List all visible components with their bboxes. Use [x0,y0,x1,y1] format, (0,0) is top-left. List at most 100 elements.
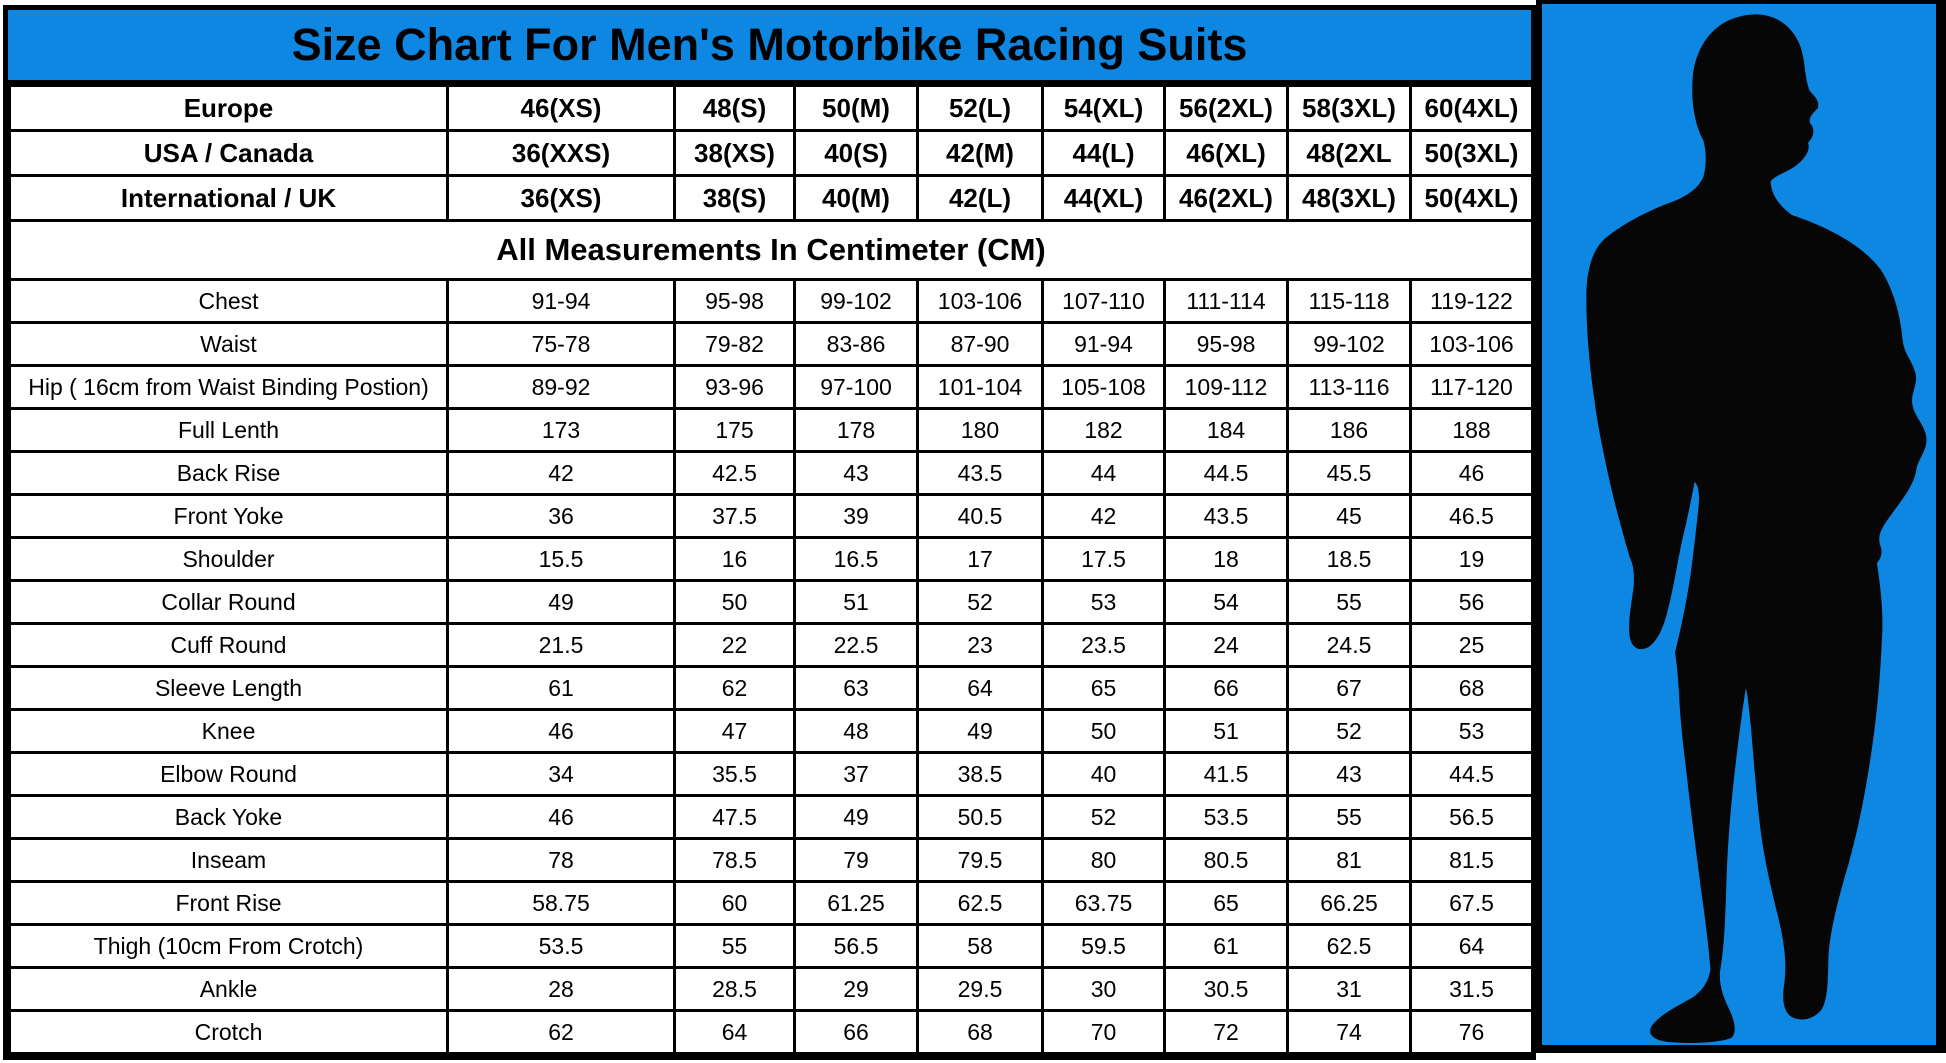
value-cell: 63 [793,665,919,711]
value-cell: 16 [673,536,796,582]
row-label: Full Lenth [8,407,449,453]
value-cell: 59.5 [1041,923,1166,969]
value-cell: 173 [446,407,676,453]
value-cell: 79-82 [673,321,796,367]
value-cell: 48(S) [673,84,796,132]
value-cell: 184 [1163,407,1289,453]
value-cell: 60 [673,880,796,926]
value-cell: 53 [1041,579,1166,625]
row-label: Cuff Round [8,622,449,668]
value-cell: 53.5 [446,923,676,969]
value-cell: 21.5 [446,622,676,668]
value-cell: 64 [673,1009,796,1055]
value-cell: 182 [1041,407,1166,453]
value-cell: 62.5 [1286,923,1412,969]
value-cell: 103-106 [1409,321,1534,367]
value-cell: 42 [1041,493,1166,539]
value-cell: 89-92 [446,364,676,410]
value-cell: 48 [793,708,919,754]
value-cell: 36(XS) [446,174,676,222]
value-cell: 43.5 [916,450,1044,496]
value-cell: 65 [1041,665,1166,711]
value-cell: 55 [1286,794,1412,840]
value-cell: 28.5 [673,966,796,1012]
table-row: Front Rise 58.75 60 61.25 62.5 63.75 65 66.25 67… [8,880,1534,926]
row-label: Front Yoke [8,493,449,539]
table-row: Hip ( 16cm from Waist Binding Postion) 89… [8,364,1534,410]
value-cell: 46 [446,708,676,754]
value-cell: 61 [446,665,676,711]
value-cell: 46 [1409,450,1534,496]
table-row: Ankle 28 28.5 29 29.5 30 30.5 31 31.5 [8,966,1534,1012]
value-cell: 83-86 [793,321,919,367]
value-cell: 81.5 [1409,837,1534,883]
value-cell: 58 [916,923,1044,969]
row-label: Europe [8,84,449,132]
row-label: Collar Round [8,579,449,625]
table-row: Thigh (10cm From Crotch) 53.5 55 56.5 58 59.5… [8,923,1534,969]
value-cell: 51 [1163,708,1289,754]
value-cell: 18.5 [1286,536,1412,582]
row-label: Knee [8,708,449,754]
value-cell: 105-108 [1041,364,1166,410]
value-cell: 68 [1409,665,1534,711]
value-cell: 31.5 [1409,966,1534,1012]
value-cell: 81 [1286,837,1412,883]
value-cell: 56(2XL) [1163,84,1289,132]
size-table-area: Size Chart For Men's Motorbike Racing Su… [3,5,1536,1060]
value-cell: 24.5 [1286,622,1412,668]
value-cell: 117-120 [1409,364,1534,410]
value-cell: 37.5 [673,493,796,539]
value-cell: 34 [446,751,676,797]
value-cell: 43 [793,450,919,496]
value-cell: 56.5 [1409,794,1534,840]
value-cell: 95-98 [673,278,796,324]
value-cell: 43 [1286,751,1412,797]
value-cell: 19 [1409,536,1534,582]
value-cell: 25 [1409,622,1534,668]
row-label: Front Rise [8,880,449,926]
value-cell: 40(M) [793,174,919,222]
value-cell: 67 [1286,665,1412,711]
value-cell: 91-94 [1041,321,1166,367]
value-cell: 31 [1286,966,1412,1012]
value-cell: 35.5 [673,751,796,797]
value-cell: 60(4XL) [1409,84,1534,132]
value-cell: 70 [1041,1009,1166,1055]
value-cell: 46(XS) [446,84,676,132]
value-cell: 66 [793,1009,919,1055]
value-cell: 48(3XL) [1286,174,1412,222]
table-row: Crotch 62 64 66 68 70 72 74 76 [8,1009,1534,1055]
value-cell: 41.5 [1163,751,1289,797]
value-cell: 56.5 [793,923,919,969]
value-cell: 95-98 [1163,321,1289,367]
value-cell: 119-122 [1409,278,1534,324]
value-cell: 66 [1163,665,1289,711]
row-label: Chest [8,278,449,324]
value-cell: 36 [446,493,676,539]
value-cell: 75-78 [446,321,676,367]
row-label: Sleeve Length [8,665,449,711]
value-cell: 44.5 [1409,751,1534,797]
value-cell: 50 [673,579,796,625]
value-cell: 76 [1409,1009,1534,1055]
value-cell: 50(3XL) [1409,129,1534,177]
chart-title: Size Chart For Men's Motorbike Racing Su… [291,19,1248,70]
table-row: Shoulder 15.5 16 16.5 17 17.5 18 18.5 19 [8,536,1534,582]
value-cell: 62 [673,665,796,711]
value-cell: 44.5 [1163,450,1289,496]
value-cell: 58.75 [446,880,676,926]
table-row: USA / Canada 36(XXS) 38(XS) 40(S) 42(M) 44(L)… [8,129,1534,177]
value-cell: 54(XL) [1041,84,1166,132]
value-cell: 72 [1163,1009,1289,1055]
table-row: International / UK 36(XS) 38(S) 40(M) 42(L) 4… [8,174,1534,222]
value-cell: 52 [1041,794,1166,840]
value-cell: 79 [793,837,919,883]
value-cell: 45.5 [1286,450,1412,496]
row-label: Waist [8,321,449,367]
value-cell: 24 [1163,622,1289,668]
value-cell: 61 [1163,923,1289,969]
value-cell: 87-90 [916,321,1044,367]
value-cell: 97-100 [793,364,919,410]
value-cell: 42.5 [673,450,796,496]
